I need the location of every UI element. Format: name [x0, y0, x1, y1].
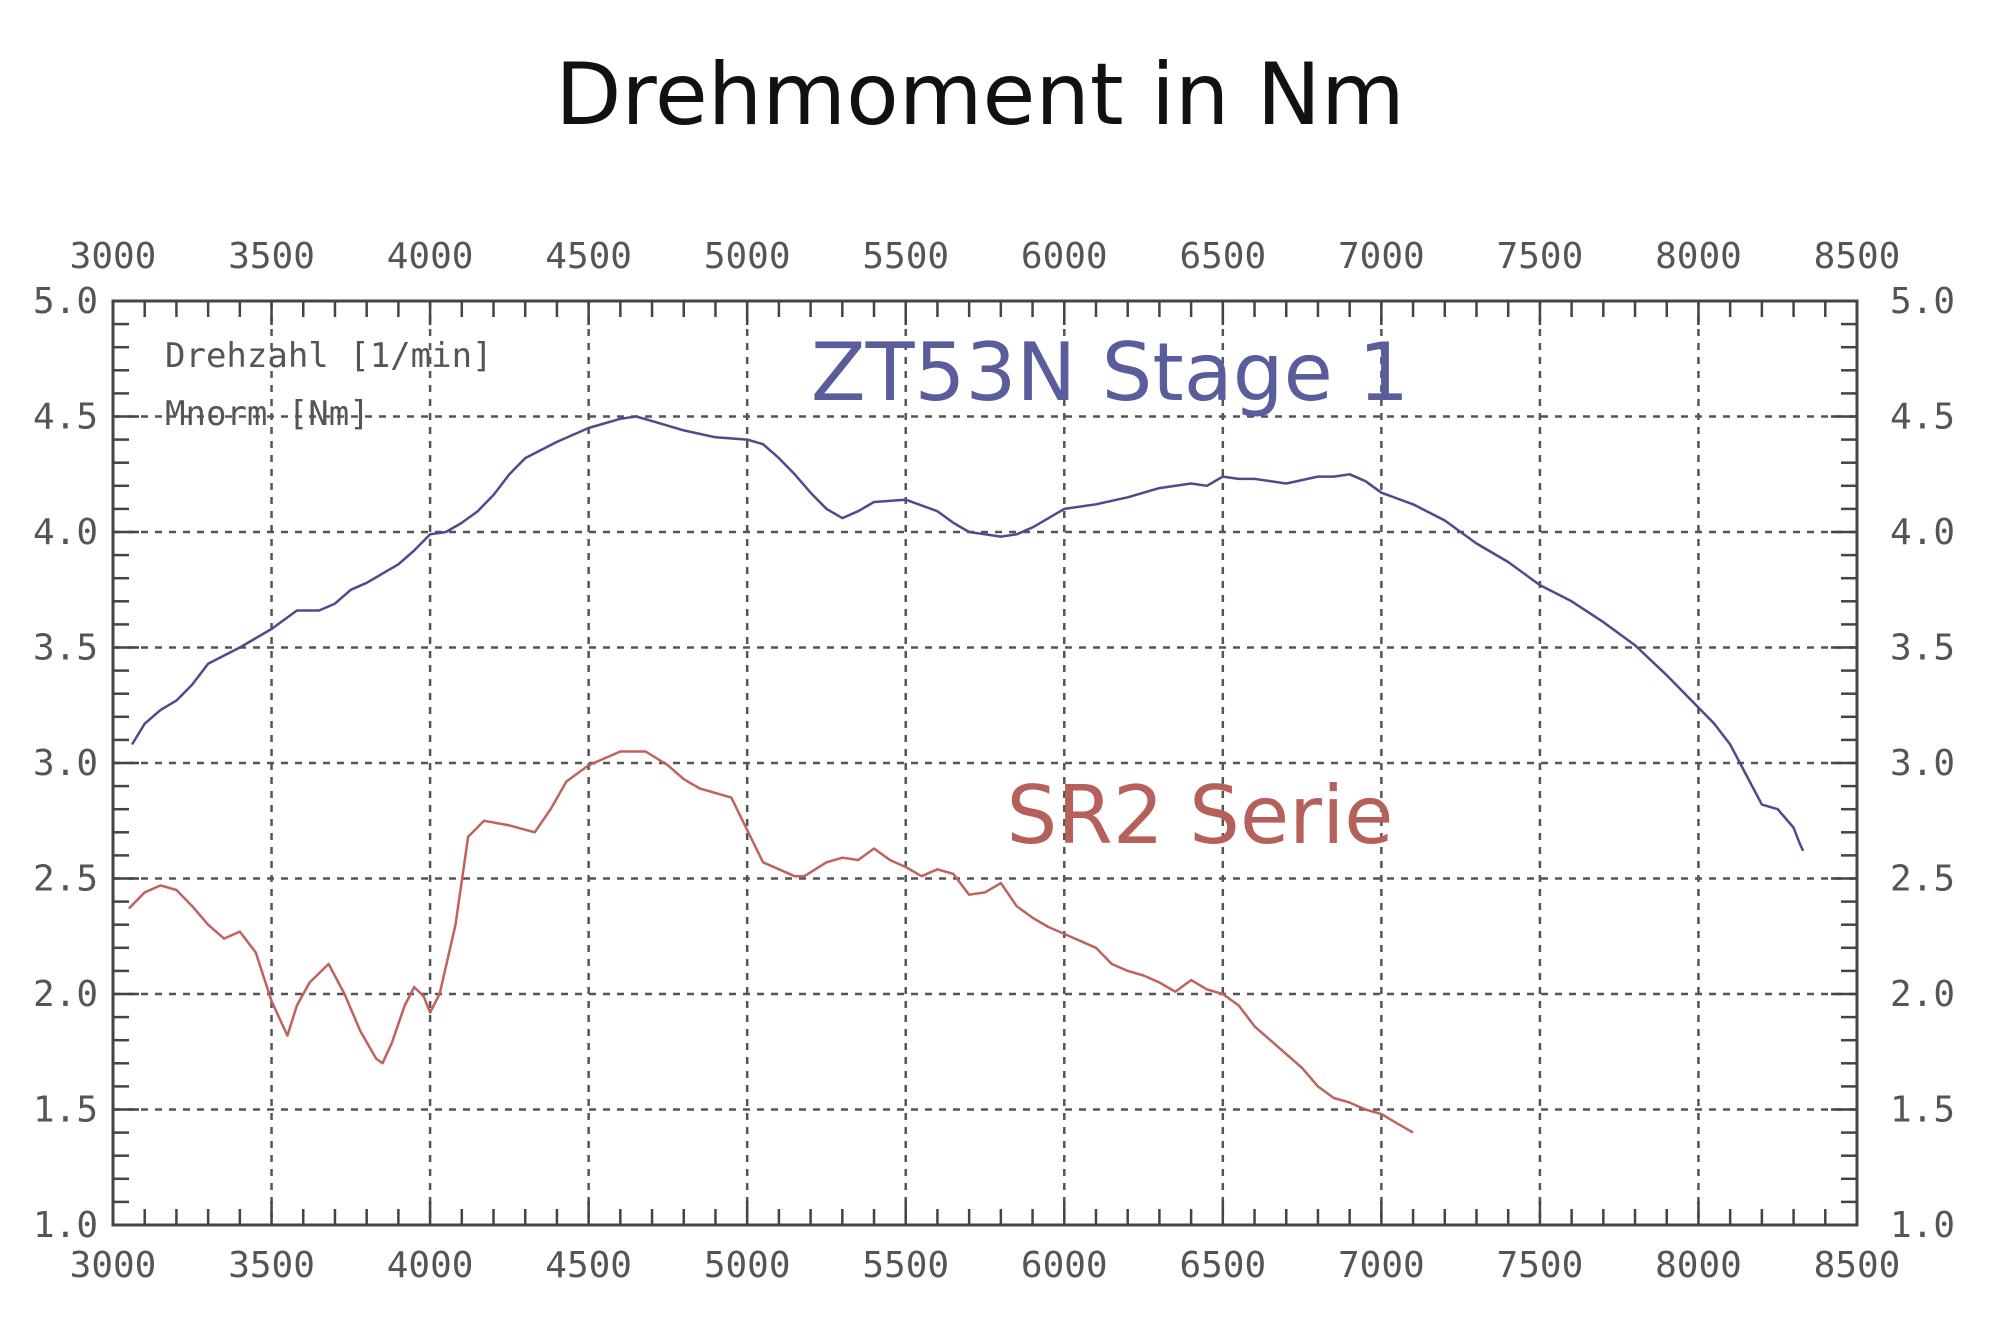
- y-tick-label: 3.0: [33, 743, 98, 784]
- y-tick-label: 3.0: [1890, 743, 1955, 784]
- x-tick-label: 4500: [545, 236, 632, 277]
- series-line-zt53n-stage-1: [130, 415, 1805, 852]
- y-tick-label: 5.0: [33, 281, 98, 322]
- y-tick-labels-left: 1.0 1.5 2.0 2.5 3.0 3.5 4.0 4.5 5.0: [33, 281, 98, 1246]
- x-tick-label: 8500: [1814, 236, 1901, 277]
- x-tick-label: 8000: [1655, 1245, 1742, 1286]
- x-tick-label: 5500: [862, 1245, 949, 1286]
- minor-ticks: [111, 299, 1859, 1227]
- x-tick-label: 3000: [70, 1245, 157, 1286]
- y-tick-label: 2.0: [33, 974, 98, 1015]
- series-line-sr2-serie: [128, 750, 1414, 1134]
- y-tick-label: 1.5: [1890, 1090, 1955, 1131]
- y-tick-labels-right: 1.0 1.5 2.0 2.5 3.0 3.5 4.0 4.5 5.0: [1890, 281, 1955, 1246]
- x-tick-label: 6000: [1021, 236, 1108, 277]
- x-tick-label: 6500: [1179, 1245, 1266, 1286]
- grid-lines: [113, 301, 1857, 1225]
- y-tick-label: 2.0: [1890, 974, 1955, 1015]
- y-tick-label: 2.5: [33, 859, 98, 900]
- y-tick-label: 1.5: [33, 1090, 98, 1131]
- x-tick-label: 5500: [862, 236, 949, 277]
- x-tick-label: 5000: [704, 236, 791, 277]
- y-tick-label: 4.0: [1890, 512, 1955, 553]
- x-tick-label: 7000: [1338, 1245, 1425, 1286]
- y-tick-label: 3.5: [1890, 628, 1955, 669]
- y-tick-label: 4.5: [1890, 397, 1955, 438]
- x-tick-label: 6500: [1179, 236, 1266, 277]
- x-tick-label: 5000: [704, 1245, 791, 1286]
- series-label-sr2-serie: SR2 Serie: [1006, 769, 1393, 862]
- x-tick-label: 3000: [70, 236, 157, 277]
- y-tick-label: 1.0: [1890, 1205, 1955, 1246]
- x-tick-label: 7000: [1338, 236, 1425, 277]
- x-tick-label: 4000: [387, 236, 474, 277]
- x-tick-label: 6000: [1021, 1245, 1108, 1286]
- x-tick-label: 7500: [1497, 236, 1584, 277]
- x-tick-labels-bottom: 3000 3500 4000 4500 5000 5500 6000 6500 7000 7500…: [70, 1245, 1901, 1286]
- series: [128, 415, 1805, 1134]
- legend: Drehzahl [1/min] Mnorm [Nm]: [165, 336, 493, 434]
- y-tick-label: 4.0: [33, 512, 98, 553]
- x-tick-label: 7500: [1497, 1245, 1584, 1286]
- y-tick-label: 5.0: [1890, 281, 1955, 322]
- legend-ylabel: Mnorm [Nm]: [165, 394, 370, 434]
- y-tick-label: 2.5: [1890, 859, 1955, 900]
- y-tick-label: 3.5: [33, 628, 98, 669]
- x-tick-label: 4000: [387, 1245, 474, 1286]
- x-tick-labels-top: 3000 3500 4000 4500 5000 5500 6000 6500 7000 7500…: [70, 236, 1901, 277]
- x-tick-label: 3500: [228, 1245, 315, 1286]
- x-tick-label: 3500: [228, 236, 315, 277]
- x-tick-label: 4500: [545, 1245, 632, 1286]
- x-tick-label: 8500: [1814, 1245, 1901, 1286]
- y-tick-label: 4.5: [33, 397, 98, 438]
- chart-title: Drehmoment in Nm: [555, 45, 1405, 145]
- y-tick-label: 1.0: [33, 1205, 98, 1246]
- series-label-zt53n-stage-1: ZT53N Stage 1: [811, 326, 1409, 419]
- x-tick-label: 8000: [1655, 236, 1742, 277]
- series-labels: ZT53N Stage 1 SR2 Serie: [811, 326, 1409, 862]
- legend-xlabel: Drehzahl [1/min]: [165, 336, 493, 376]
